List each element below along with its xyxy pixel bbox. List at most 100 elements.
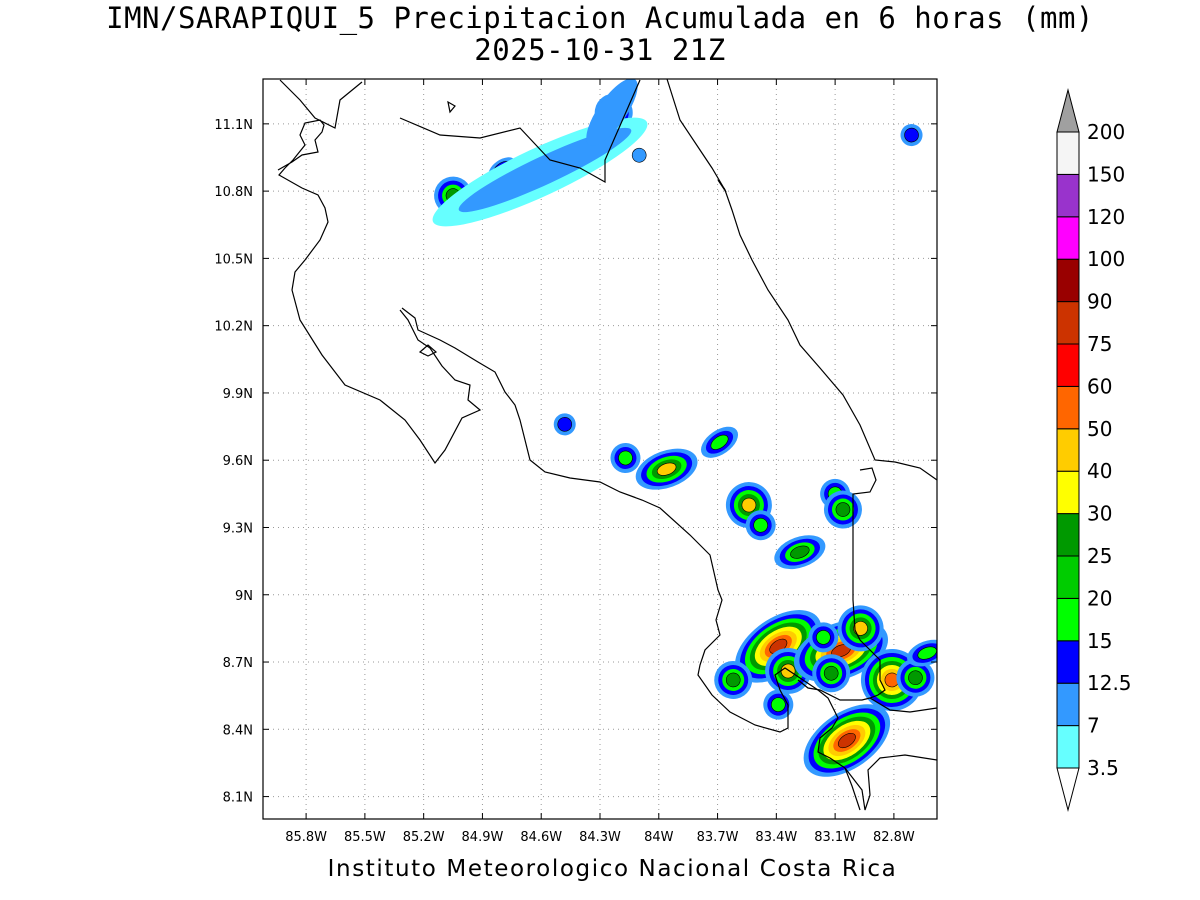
- colorbar-swatch: [1056, 216, 1080, 260]
- colorbar-swatch: [1056, 301, 1080, 345]
- precip-cell: [553, 413, 576, 436]
- precip-contour: [557, 417, 573, 432]
- punta-pedregal: [717, 179, 727, 193]
- map-date-subtitle: 2025-10-31 21Z: [474, 33, 726, 67]
- precip-contour: [853, 621, 868, 636]
- colorbar-label: 30: [1087, 502, 1112, 526]
- burica-peninsula: [844, 754, 937, 811]
- colorbar-swatch: [1056, 343, 1080, 387]
- precip-contour: [741, 497, 757, 513]
- colorbar-swatch: [1056, 640, 1080, 684]
- precip-contour: [725, 672, 741, 688]
- lon-tick-label: 85.8W: [285, 830, 327, 845]
- precip-band-inner: [458, 127, 632, 213]
- colorbar-swatch: [1056, 555, 1080, 599]
- lat-tick-label: 9.6N: [223, 454, 253, 469]
- colorbar-label: 20: [1087, 586, 1112, 610]
- precip-band-north: [432, 79, 648, 227]
- precip-contour: [908, 670, 923, 686]
- colorbar-swatch: [1056, 131, 1080, 175]
- colorbar-label: 12.5: [1087, 671, 1132, 695]
- colorbar-label: 120: [1087, 205, 1125, 229]
- precip-contour: [835, 502, 851, 517]
- precipitation-field: [432, 79, 937, 777]
- colorbar-label: 90: [1087, 290, 1112, 314]
- precip-contour: [656, 462, 677, 476]
- precip-cell: [763, 689, 794, 720]
- lake-nicaragua-shore: [279, 79, 363, 129]
- precip-contour: [837, 732, 856, 749]
- colorbar-label: 50: [1087, 417, 1112, 441]
- precip-cell: [714, 660, 753, 699]
- precip-contour: [790, 545, 810, 559]
- colorbar-label: 150: [1087, 162, 1125, 186]
- precip-cell: [774, 535, 826, 570]
- precip-contour: [618, 450, 633, 466]
- lon-tick-label: 84.9W: [462, 830, 504, 845]
- colorbar-label: 25: [1087, 544, 1112, 568]
- precip-contour: [780, 663, 796, 679]
- footer-credit: Instituto Meteorologico Nacional Costa R…: [327, 856, 898, 882]
- axis-ticks: 85.8W 85.5W 85.2W 84.9W 84.6W 84.3W 84W 83.7W 83…: [214, 79, 937, 845]
- colorbar-label: 200: [1087, 120, 1125, 144]
- lat-tick-label: 8.1N: [223, 791, 253, 806]
- lat-tick-label: 9.3N: [223, 521, 253, 536]
- map-grid: [263, 79, 937, 819]
- lon-tick-label: 83.4W: [755, 830, 797, 845]
- colorbar-swatch: [1056, 173, 1080, 218]
- precip-contour: [904, 127, 919, 143]
- precip-band-north-tail: [586, 79, 638, 146]
- lon-tick-label: 85.2W: [403, 830, 445, 845]
- colorbar-label: 75: [1087, 332, 1112, 356]
- precip-cell: [735, 610, 822, 683]
- lat-tick-label: 11.1N: [214, 118, 253, 133]
- precip-cell: [812, 654, 851, 693]
- lat-tick-label: 10.2N: [214, 320, 253, 335]
- lat-tick-label: 9N: [235, 589, 253, 604]
- precip-cell: [803, 704, 891, 777]
- colorbar-label: 15: [1087, 629, 1112, 653]
- colorbar-swatch: [1056, 597, 1080, 642]
- precip-contour: [753, 517, 768, 533]
- colorbar: 3.5 7 12.5 15 20 25 30 40 50 60 75 90 100 120 150 200: [1056, 88, 1132, 812]
- lon-tick-label: 83.7W: [697, 830, 739, 845]
- precip-contour: [823, 665, 839, 681]
- panama-border: [797, 467, 886, 701]
- coastline-and-borders: [277, 79, 937, 811]
- colorbar-swatch: [1056, 385, 1080, 430]
- colorbar-label: 40: [1087, 459, 1112, 483]
- colorbar-swatch: [1056, 725, 1080, 769]
- precip-contour: [710, 434, 729, 450]
- colorbar-label: 3.5: [1087, 756, 1119, 780]
- colorbar-swatch: [1056, 470, 1080, 515]
- colorbar-label: 60: [1087, 374, 1112, 398]
- colorbar-swatch: [1056, 258, 1080, 303]
- lat-tick-label: 10.5N: [214, 252, 253, 267]
- lon-tick-label: 84.6W: [520, 830, 562, 845]
- colorbar-label: 100: [1087, 247, 1125, 271]
- colorbar-over-triangle: [1056, 88, 1080, 133]
- precip-cell: [745, 510, 776, 541]
- precip-contour: [770, 697, 786, 712]
- precip-cell: [635, 448, 698, 490]
- precip-cell: [900, 124, 923, 147]
- precip-cell: [610, 442, 641, 473]
- lon-tick-label: 83.1W: [814, 830, 856, 845]
- isla-chira: [418, 344, 438, 357]
- lat-tick-label: 8.4N: [223, 723, 253, 738]
- precip-contour: [816, 630, 831, 645]
- precip-cell: [808, 622, 839, 653]
- lon-tick-label: 84W: [644, 830, 674, 845]
- precip-cell: [896, 658, 935, 697]
- colorbar-label: 7: [1087, 714, 1100, 738]
- lake-island: [447, 100, 456, 114]
- lat-tick-label: 10.8N: [214, 185, 253, 200]
- lon-tick-label: 85.5W: [344, 830, 386, 845]
- precip-cell: [700, 426, 739, 458]
- precip-cell: [631, 147, 647, 163]
- colorbar-under-triangle: [1056, 767, 1080, 812]
- colorbar-swatch: [1056, 682, 1080, 727]
- precip-contour: [631, 147, 647, 163]
- colorbar-swatch: [1056, 513, 1080, 557]
